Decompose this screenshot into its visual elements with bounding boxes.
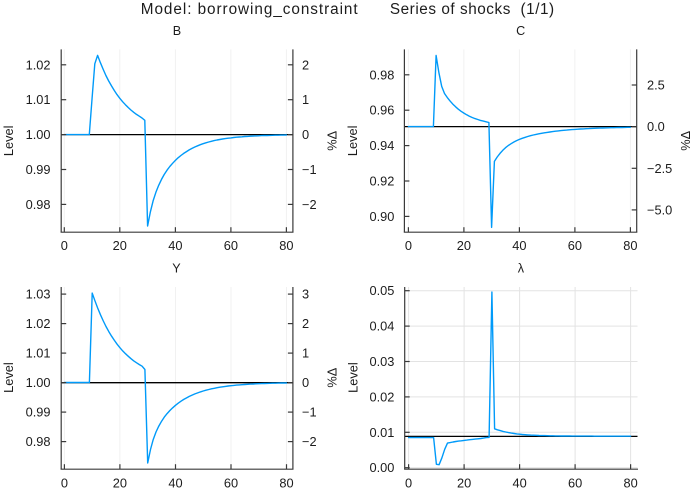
svg-text:Y: Y	[172, 262, 181, 276]
svg-text:40: 40	[168, 476, 182, 491]
svg-text:0.03: 0.03	[369, 354, 394, 369]
svg-text:1.00: 1.00	[26, 375, 51, 390]
svg-text:1.01: 1.01	[26, 346, 51, 361]
svg-text:80: 80	[279, 238, 293, 253]
svg-text:20: 20	[113, 238, 127, 253]
svg-text:0.94: 0.94	[369, 138, 394, 153]
svg-text:1: 1	[302, 346, 309, 361]
svg-text:1.02: 1.02	[26, 57, 51, 72]
svg-text:0: 0	[302, 127, 309, 142]
svg-text:0.02: 0.02	[369, 389, 394, 404]
svg-text:20: 20	[113, 476, 127, 491]
svg-text:40: 40	[512, 476, 526, 491]
svg-text:60: 60	[568, 476, 582, 491]
svg-text:1.01: 1.01	[26, 92, 51, 107]
svg-text:0.00: 0.00	[369, 460, 394, 475]
svg-text:Level: Level	[1, 126, 16, 157]
svg-text:1.03: 1.03	[26, 287, 51, 302]
svg-text:0: 0	[405, 476, 412, 491]
svg-text:0.96: 0.96	[369, 103, 394, 118]
svg-text:80: 80	[623, 238, 637, 253]
svg-text:B: B	[173, 24, 181, 38]
svg-text:1.00: 1.00	[26, 127, 51, 142]
svg-text:Level: Level	[1, 362, 16, 393]
svg-text:0.99: 0.99	[26, 162, 51, 177]
svg-text:80: 80	[279, 476, 293, 491]
svg-text:1.02: 1.02	[26, 316, 51, 331]
svg-text:−1: −1	[302, 162, 317, 177]
svg-text:0.90: 0.90	[369, 209, 394, 224]
svg-text:2: 2	[302, 57, 309, 72]
svg-text:20: 20	[457, 476, 471, 491]
svg-text:Series of shocks (1/1): Series of shocks (1/1)	[390, 1, 555, 18]
svg-text:0.98: 0.98	[26, 197, 51, 212]
svg-text:−2: −2	[302, 434, 317, 449]
svg-text:Level: Level	[345, 126, 360, 157]
svg-text:−2.5: −2.5	[647, 161, 672, 176]
svg-text:60: 60	[568, 238, 582, 253]
svg-text:%Δ: %Δ	[324, 367, 339, 387]
svg-text:40: 40	[168, 238, 182, 253]
svg-text:40: 40	[512, 238, 526, 253]
svg-text:−2: −2	[302, 197, 317, 212]
svg-text:0.99: 0.99	[26, 405, 51, 420]
svg-text:%Δ: %Δ	[324, 130, 339, 150]
svg-text:0: 0	[61, 476, 68, 491]
svg-text:−5.0: −5.0	[647, 202, 672, 217]
svg-text:0: 0	[61, 238, 68, 253]
svg-text:%Δ: %Δ	[678, 130, 693, 150]
svg-text:0.92: 0.92	[369, 174, 394, 189]
svg-text:0: 0	[405, 238, 412, 253]
svg-text:1: 1	[302, 92, 309, 107]
svg-text:3: 3	[302, 287, 309, 302]
svg-text:0.98: 0.98	[26, 434, 51, 449]
svg-text:Model: borrowing_constraint: Model: borrowing_constraint	[141, 1, 359, 18]
svg-text:0.05: 0.05	[369, 283, 394, 298]
svg-text:20: 20	[457, 238, 471, 253]
svg-text:60: 60	[224, 238, 238, 253]
svg-text:0.98: 0.98	[369, 67, 394, 82]
svg-text:−1: −1	[302, 405, 317, 420]
svg-text:λ: λ	[518, 262, 525, 276]
svg-text:60: 60	[224, 476, 238, 491]
svg-text:80: 80	[623, 476, 637, 491]
svg-text:0: 0	[302, 375, 309, 390]
svg-text:0.04: 0.04	[369, 319, 394, 334]
svg-text:C: C	[516, 24, 525, 38]
svg-text:0.0: 0.0	[647, 119, 665, 134]
svg-text:Level: Level	[345, 362, 360, 393]
svg-text:2: 2	[302, 316, 309, 331]
svg-text:2.5: 2.5	[647, 78, 665, 93]
svg-text:0.01: 0.01	[369, 425, 394, 440]
